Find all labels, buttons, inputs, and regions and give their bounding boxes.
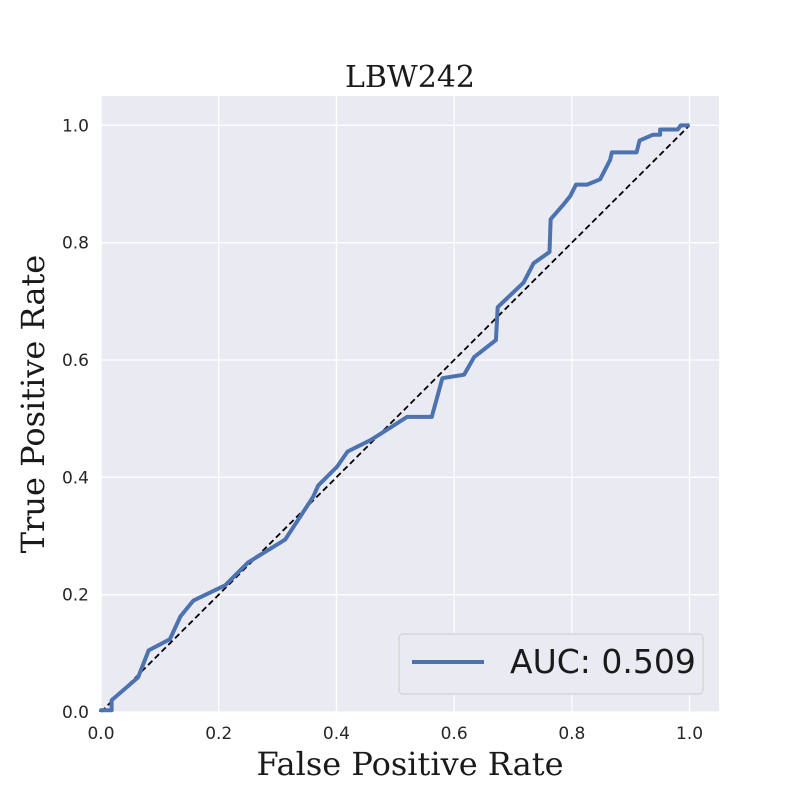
x-tick-label: 1.0 [676, 724, 703, 744]
chance-diagonal-line [100, 124, 691, 713]
x-tick-label: 0.6 [441, 724, 468, 744]
legend-box [398, 633, 704, 695]
legend: AUC: 0.509 [398, 633, 704, 695]
x-axis-label: False Positive Rate [256, 745, 563, 783]
y-tick-label: 0.8 [62, 234, 89, 254]
roc-curve-line [99, 123, 690, 713]
y-tick-label: 0.6 [62, 351, 89, 371]
y-tick-label: 0.2 [62, 586, 89, 606]
y-tick-label: 1.0 [62, 116, 89, 136]
legend-label: AUC: 0.509 [510, 642, 696, 681]
y-tick-labels: 0.0 0.2 0.4 0.6 0.8 1.0 [62, 116, 89, 723]
y-axis-label: True Positive Rate [14, 255, 52, 554]
x-tick-label: 0.8 [558, 724, 585, 744]
chart-title: LBW242 [345, 60, 475, 95]
series-layer [99, 123, 691, 713]
y-tick-label: 0.4 [62, 468, 89, 488]
x-tick-label: 0.0 [87, 724, 114, 744]
x-tick-label: 0.2 [205, 724, 232, 744]
x-tick-label: 0.4 [323, 724, 350, 744]
x-tick-labels: 0.0 0.2 0.4 0.6 0.8 1.0 [87, 724, 703, 744]
y-tick-label: 0.0 [62, 703, 89, 723]
